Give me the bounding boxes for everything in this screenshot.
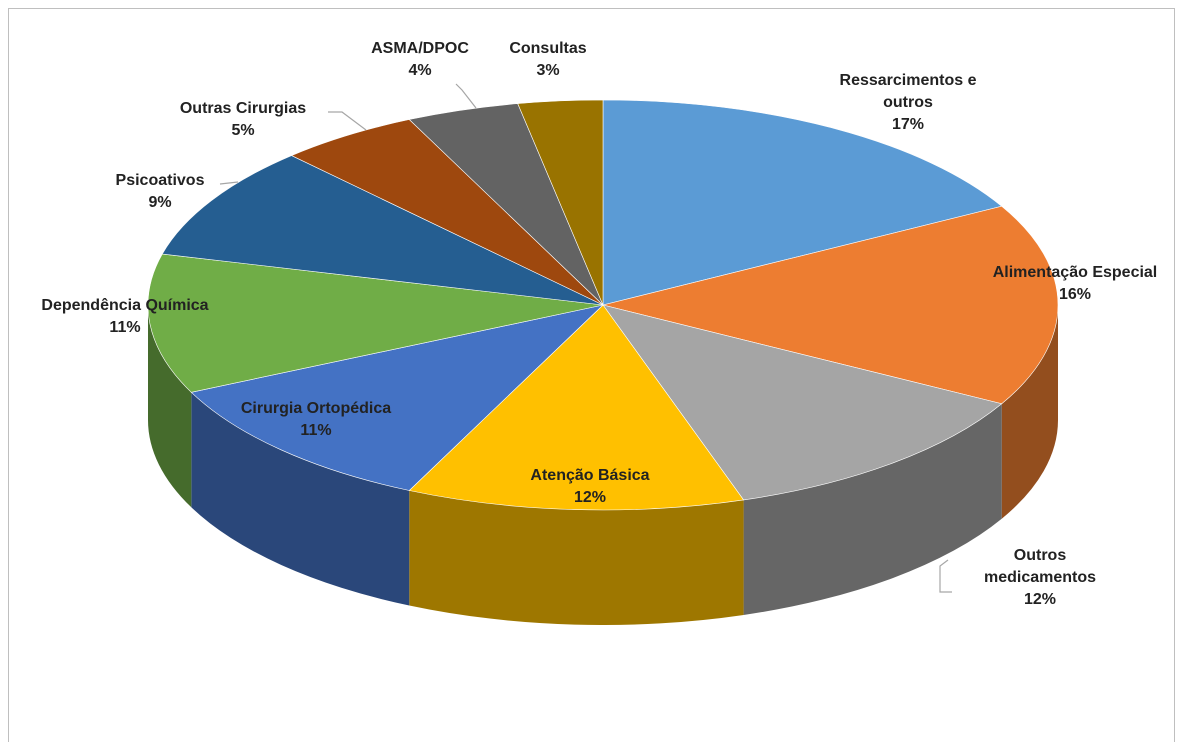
leader-lines — [219, 83, 952, 593]
slice — [602, 205, 1059, 405]
leader-line — [219, 181, 239, 185]
value-label: 9% — [148, 194, 172, 211]
data-label: Outros medicamentos 12% — [965, 545, 1115, 611]
category-label: Outros medicamentos — [983, 547, 1097, 586]
value-label: 11% — [300, 422, 332, 439]
slice — [190, 304, 604, 491]
frame — [8, 8, 1175, 742]
slice — [408, 304, 745, 511]
slice-side — [409, 490, 744, 625]
leader-line — [328, 111, 367, 131]
value-label: 3% — [536, 62, 560, 79]
data-label: Outras Cirurgias 5% — [143, 98, 343, 142]
category-label: Ressarcimentos e outros — [839, 72, 977, 111]
value-label: 16% — [1058, 286, 1092, 303]
category-label: Consultas — [509, 40, 587, 57]
value-label: 4% — [408, 62, 432, 79]
data-label: Atenção Básica 12% — [480, 465, 700, 509]
data-label: Ressarcimentos e outros 17% — [813, 70, 1003, 136]
value-label: 5% — [231, 122, 255, 139]
data-label: Alimentação Especial 16% — [955, 262, 1184, 306]
slice-side — [743, 403, 1002, 615]
data-label: Dependência Química 11% — [5, 295, 245, 339]
slice — [602, 99, 1003, 306]
category-label: Outras Cirurgias — [179, 100, 307, 117]
value-label: 11% — [109, 319, 141, 336]
slice-side — [191, 392, 410, 606]
slice — [147, 253, 604, 393]
value-label: 17% — [891, 116, 925, 133]
slice — [161, 155, 604, 306]
value-label: 12% — [1023, 591, 1057, 608]
slice — [517, 99, 604, 306]
category-label: Atenção Básica — [530, 467, 650, 484]
value-label: 12% — [573, 489, 607, 506]
data-label: Consultas 3% — [478, 38, 618, 82]
slice — [290, 119, 604, 306]
data-label: ASMA/DPOC 4% — [340, 38, 500, 82]
category-label: ASMA/DPOC — [371, 40, 469, 57]
leader-line — [455, 83, 477, 109]
sides — [148, 305, 1058, 625]
tops — [147, 99, 1059, 511]
category-label: Dependência Química — [41, 297, 209, 314]
category-label: Cirurgia Ortopédica — [240, 400, 392, 417]
leader-line — [939, 559, 952, 593]
slice-side — [1001, 305, 1058, 519]
slice — [602, 304, 1003, 501]
category-label: Psicoativos — [115, 172, 205, 189]
category-label: Alimentação Especial — [992, 264, 1158, 281]
slice-side — [148, 305, 192, 508]
data-label: Cirurgia Ortopédica 11% — [196, 398, 436, 442]
data-label: Psicoativos 9% — [80, 170, 240, 214]
